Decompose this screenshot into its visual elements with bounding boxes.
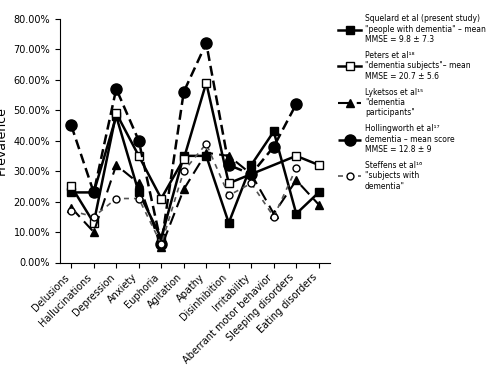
Lyketsos et al¹⁵
"dementia
participants" [91, 230, 97, 234]
Steffens et al¹⁶
"subjects with
dementia" [68, 209, 74, 213]
Squelard et al (present study)
"people with dementia" – mean
MMSE = 9.8 ± 7.3 [293, 211, 299, 216]
Steffens et al¹⁶
"subjects with
dementia" [226, 193, 232, 198]
Hollingworth et al¹⁷
dementia – mean score
MMSE = 12.8 ± 9 [203, 41, 209, 45]
Hollingworth et al¹⁷
dementia – mean score
MMSE = 12.8 ± 9 [113, 87, 119, 91]
Peters et al¹⁸
"dementia subjects"– mean
MMSE = 20.7 ± 5.6 [113, 111, 119, 116]
Steffens et al¹⁶
"subjects with
dementia" [293, 166, 299, 170]
Legend: Squelard et al (present study)
"people with dementia" – mean
MMSE = 9.8 ± 7.3, P: Squelard et al (present study) "people w… [335, 11, 488, 194]
Squelard et al (present study)
"people with dementia" – mean
MMSE = 9.8 ± 7.3 [113, 114, 119, 118]
Steffens et al¹⁶
"subjects with
dementia" [271, 214, 277, 219]
Squelard et al (present study)
"people with dementia" – mean
MMSE = 9.8 ± 7.3 [158, 236, 164, 240]
Peters et al¹⁸
"dementia subjects"– mean
MMSE = 20.7 ± 5.6 [316, 163, 322, 167]
Hollingworth et al¹⁷
dementia – mean score
MMSE = 12.8 ± 9 [293, 102, 299, 106]
Squelard et al (present study)
"people with dementia" – mean
MMSE = 9.8 ± 7.3 [203, 154, 209, 158]
Lyketsos et al¹⁵
"dementia
participants" [226, 154, 232, 158]
Peters et al¹⁸
"dementia subjects"– mean
MMSE = 20.7 ± 5.6 [203, 81, 209, 85]
Peters et al¹⁸
"dementia subjects"– mean
MMSE = 20.7 ± 5.6 [158, 196, 164, 201]
Steffens et al¹⁶
"subjects with
dementia" [136, 196, 142, 201]
Squelard et al (present study)
"people with dementia" – mean
MMSE = 9.8 ± 7.3 [68, 190, 74, 195]
Hollingworth et al¹⁷
dementia – mean score
MMSE = 12.8 ± 9 [271, 144, 277, 149]
Squelard et al (present study)
"people with dementia" – mean
MMSE = 9.8 ± 7.3 [91, 190, 97, 195]
Lyketsos et al¹⁵
"dementia
participants" [203, 150, 209, 155]
Squelard et al (present study)
"people with dementia" – mean
MMSE = 9.8 ± 7.3 [271, 129, 277, 134]
Line: Peters et al¹⁸
"dementia subjects"– mean
MMSE = 20.7 ± 5.6: Peters et al¹⁸ "dementia subjects"– mean… [67, 79, 323, 227]
Hollingworth et al¹⁷
dementia – mean score
MMSE = 12.8 ± 9 [158, 242, 164, 246]
Hollingworth et al¹⁷
dementia – mean score
MMSE = 12.8 ± 9 [91, 190, 97, 195]
Peters et al¹⁸
"dementia subjects"– mean
MMSE = 20.7 ± 5.6 [181, 157, 187, 161]
Lyketsos et al¹⁵
"dementia
participants" [68, 206, 74, 210]
Peters et al¹⁸
"dementia subjects"– mean
MMSE = 20.7 ± 5.6 [293, 154, 299, 158]
Squelard et al (present study)
"people with dementia" – mean
MMSE = 9.8 ± 7.3 [248, 163, 254, 167]
Line: Squelard et al (present study)
"people with dementia" – mean
MMSE = 9.8 ± 7.3: Squelard et al (present study) "people w… [67, 112, 323, 242]
Squelard et al (present study)
"people with dementia" – mean
MMSE = 9.8 ± 7.3 [181, 154, 187, 158]
Peters et al¹⁸
"dementia subjects"– mean
MMSE = 20.7 ± 5.6 [68, 184, 74, 189]
Squelard et al (present study)
"people with dementia" – mean
MMSE = 9.8 ± 7.3 [136, 190, 142, 195]
Line: Hollingworth et al¹⁷
dementia – mean score
MMSE = 12.8 ± 9: Hollingworth et al¹⁷ dementia – mean sco… [66, 38, 302, 250]
Steffens et al¹⁶
"subjects with
dementia" [113, 196, 119, 201]
Lyketsos et al¹⁵
"dementia
participants" [113, 163, 119, 167]
Hollingworth et al¹⁷
dementia – mean score
MMSE = 12.8 ± 9 [68, 123, 74, 128]
Line: Lyketsos et al¹⁵
"dementia
participants": Lyketsos et al¹⁵ "dementia participants" [67, 148, 323, 251]
Hollingworth et al¹⁷
dementia – mean score
MMSE = 12.8 ± 9 [226, 163, 232, 167]
Squelard et al (present study)
"people with dementia" – mean
MMSE = 9.8 ± 7.3 [316, 190, 322, 195]
Peters et al¹⁸
"dementia subjects"– mean
MMSE = 20.7 ± 5.6 [226, 181, 232, 186]
Lyketsos et al¹⁵
"dementia
participants" [316, 202, 322, 207]
Steffens et al¹⁶
"subjects with
dementia" [248, 181, 254, 186]
Steffens et al¹⁶
"subjects with
dementia" [203, 141, 209, 146]
Lyketsos et al¹⁵
"dementia
participants" [293, 178, 299, 183]
Squelard et al (present study)
"people with dementia" – mean
MMSE = 9.8 ± 7.3 [226, 220, 232, 225]
Steffens et al¹⁶
"subjects with
dementia" [181, 169, 187, 173]
Lyketsos et al¹⁵
"dementia
participants" [271, 211, 277, 216]
Lyketsos et al¹⁵
"dementia
participants" [136, 181, 142, 186]
Hollingworth et al¹⁷
dementia – mean score
MMSE = 12.8 ± 9 [181, 90, 187, 94]
Peters et al¹⁸
"dementia subjects"– mean
MMSE = 20.7 ± 5.6 [91, 220, 97, 225]
Steffens et al¹⁶
"subjects with
dementia" [91, 214, 97, 219]
Hollingworth et al¹⁷
dementia – mean score
MMSE = 12.8 ± 9 [248, 172, 254, 176]
Hollingworth et al¹⁷
dementia – mean score
MMSE = 12.8 ± 9 [136, 138, 142, 143]
Steffens et al¹⁶
"subjects with
dementia" [158, 242, 164, 246]
Lyketsos et al¹⁵
"dementia
participants" [181, 187, 187, 192]
Y-axis label: Prevalence: Prevalence [0, 106, 8, 175]
Lyketsos et al¹⁵
"dementia
participants" [248, 172, 254, 176]
Lyketsos et al¹⁵
"dementia
participants" [158, 245, 164, 249]
Line: Steffens et al¹⁶
"subjects with
dementia": Steffens et al¹⁶ "subjects with dementia… [68, 140, 300, 248]
Peters et al¹⁸
"dementia subjects"– mean
MMSE = 20.7 ± 5.6 [136, 154, 142, 158]
